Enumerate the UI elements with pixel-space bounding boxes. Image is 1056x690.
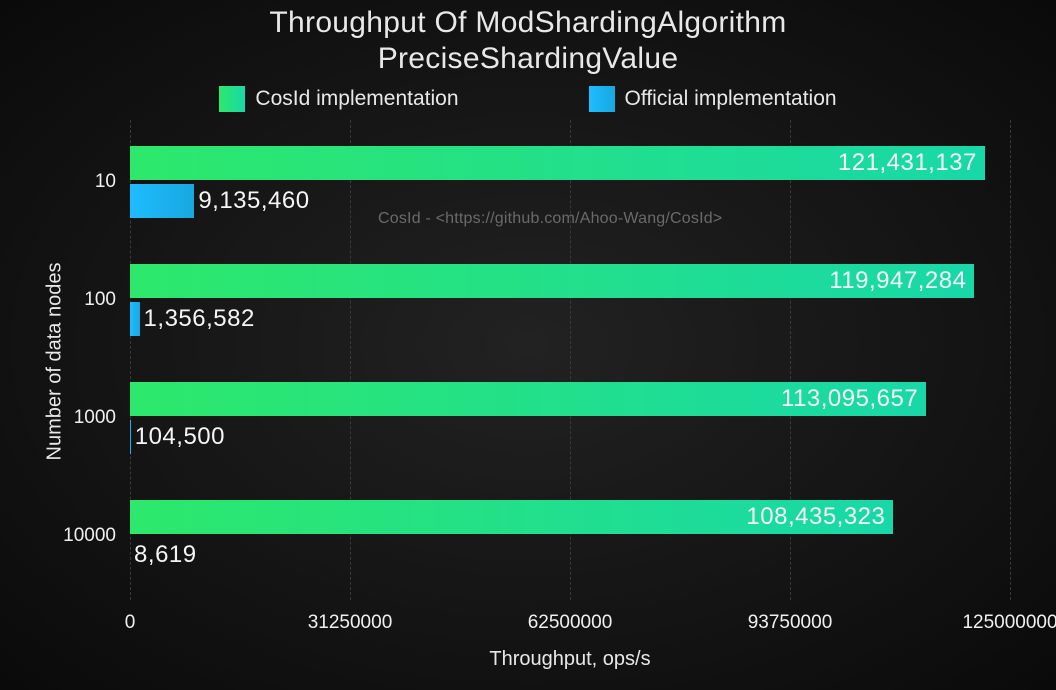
y-tick-label: 10	[95, 171, 116, 193]
bar-value-label: 113,095,657	[781, 385, 918, 413]
legend-item-official: Official implementation	[589, 86, 837, 112]
x-tick-label: 125000000	[962, 612, 1056, 634]
bar-value-label: 121,431,137	[838, 149, 977, 177]
x-axis-title: Throughput, ops/s	[489, 648, 650, 671]
bar-official	[130, 302, 140, 336]
watermark-text: CosId - <https://github.com/Ahoo-Wang/Co…	[378, 210, 722, 228]
bar-value-label: 9,135,460	[198, 187, 309, 215]
chart-title-line2: PreciseShardingValue	[0, 42, 1056, 76]
bar-official	[130, 420, 131, 454]
x-tick-label: 93750000	[748, 612, 833, 634]
legend-swatch-icon	[219, 86, 245, 112]
y-tick-label: 100	[84, 289, 116, 311]
x-tick-label: 62500000	[528, 612, 613, 634]
grid-line	[1010, 120, 1011, 600]
bar-value-label: 108,435,323	[746, 503, 885, 531]
y-tick-label: 1000	[74, 407, 116, 429]
bar-value-label: 8,619	[134, 541, 197, 569]
legend-label: Official implementation	[625, 87, 837, 111]
y-tick-label: 10000	[63, 525, 116, 547]
y-axis-title: Number of data nodes	[44, 252, 67, 472]
legend-swatch-icon	[589, 86, 615, 112]
x-tick-label: 31250000	[308, 612, 393, 634]
bar-official	[130, 184, 194, 218]
bar-value-label: 1,356,582	[144, 305, 255, 333]
plot-area: 031250000625000009375000012500000010121,…	[130, 120, 1010, 600]
chart-title-line1: Throughput Of ModShardingAlgorithm	[0, 0, 1056, 40]
legend-item-cosid: CosId implementation	[219, 86, 458, 112]
legend: CosId implementation Official implementa…	[0, 86, 1056, 112]
bar-value-label: 104,500	[135, 423, 225, 451]
x-tick-label: 0	[125, 612, 136, 634]
legend-label: CosId implementation	[255, 87, 458, 111]
bar-value-label: 119,947,284	[829, 267, 966, 295]
